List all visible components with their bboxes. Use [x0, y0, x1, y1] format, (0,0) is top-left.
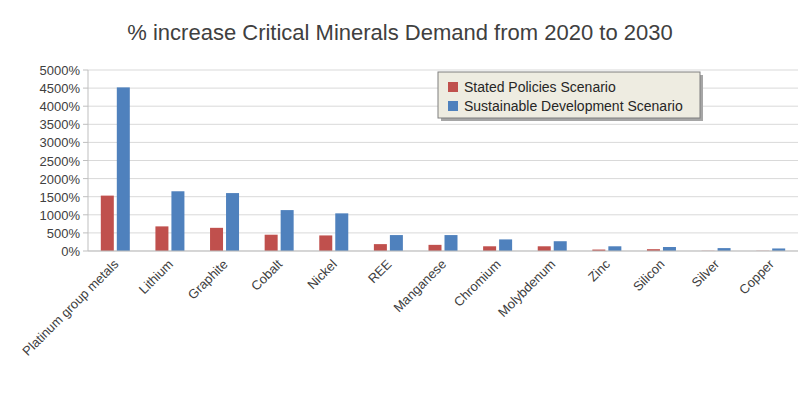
bar [554, 241, 567, 251]
bar [281, 210, 294, 251]
grid-line [88, 70, 798, 71]
y-tick [83, 70, 88, 71]
chart-svg: % increase Critical Minerals Demand from… [0, 0, 800, 395]
bar [210, 228, 223, 251]
legend-swatch [448, 82, 458, 92]
y-tick-label: 2500% [40, 154, 81, 169]
x-tick-label: Platinum group metals [19, 256, 121, 358]
grid-line [88, 196, 798, 197]
x-axis [88, 251, 798, 252]
bar [663, 247, 676, 251]
bar [445, 235, 458, 251]
grid-line [88, 124, 798, 125]
y-tick [83, 106, 88, 107]
x-tick-label: Zinc [585, 256, 613, 284]
y-tick-label: 2000% [40, 172, 81, 187]
bar [155, 226, 168, 251]
x-tick-label: Molybdenum [495, 257, 558, 320]
grid-line [88, 251, 798, 252]
grid-line [88, 160, 798, 161]
y-tick-label: 4000% [40, 99, 81, 114]
legend-label: Stated Policies Scenario [464, 79, 616, 95]
y-tick-label: 0% [61, 244, 80, 259]
bar [429, 245, 442, 251]
y-tick-label: 4500% [40, 81, 81, 96]
bar [319, 235, 332, 251]
x-tick-label: Silver [689, 256, 723, 290]
bar [265, 235, 278, 251]
grid-line [88, 214, 798, 215]
y-tick-label: 3500% [40, 117, 81, 132]
bar [483, 246, 496, 251]
bar [608, 246, 621, 251]
bar [374, 244, 387, 251]
x-tick-label: Chromium [451, 257, 504, 310]
y-tick-label: 500% [47, 226, 81, 241]
x-tick-label: Silicon [630, 257, 668, 295]
x-tick-label: Graphite [185, 257, 231, 303]
bar [390, 235, 403, 251]
grid-line [88, 232, 798, 233]
y-tick-label: 1000% [40, 208, 81, 223]
y-axis [88, 70, 89, 251]
y-tick [83, 88, 88, 89]
y-tick [83, 251, 88, 252]
bar [538, 246, 551, 251]
x-tick-label: Cobalt [248, 256, 285, 293]
y-tick [83, 160, 88, 161]
y-tick [83, 124, 88, 125]
x-tick-label: REE [365, 256, 395, 286]
chart-container: % increase Critical Minerals Demand from… [0, 0, 800, 395]
x-tick-label: Manganese [390, 257, 449, 316]
title: % increase Critical Minerals Demand from… [127, 20, 672, 45]
y-tick-label: 3000% [40, 135, 81, 150]
grid-line [88, 178, 798, 179]
legend-swatch [448, 101, 458, 111]
y-tick [83, 196, 88, 197]
bar [117, 87, 130, 251]
legend-label: Sustainable Development Scenario [464, 98, 683, 114]
y-tick [83, 142, 88, 143]
bar [101, 196, 114, 251]
y-tick-label: 1500% [40, 190, 81, 205]
x-tick-label: Nickel [304, 256, 340, 292]
y-tick [83, 214, 88, 215]
legend-box [438, 72, 700, 118]
y-tick [83, 232, 88, 233]
y-tick [83, 178, 88, 179]
x-tick-label: Copper [736, 256, 777, 297]
bar [335, 213, 348, 251]
bar [499, 239, 512, 251]
bar [171, 191, 184, 251]
grid-line [88, 142, 798, 143]
bar [226, 193, 239, 251]
x-tick-label: Lithium [136, 257, 176, 297]
y-tick-label: 5000% [40, 63, 81, 78]
